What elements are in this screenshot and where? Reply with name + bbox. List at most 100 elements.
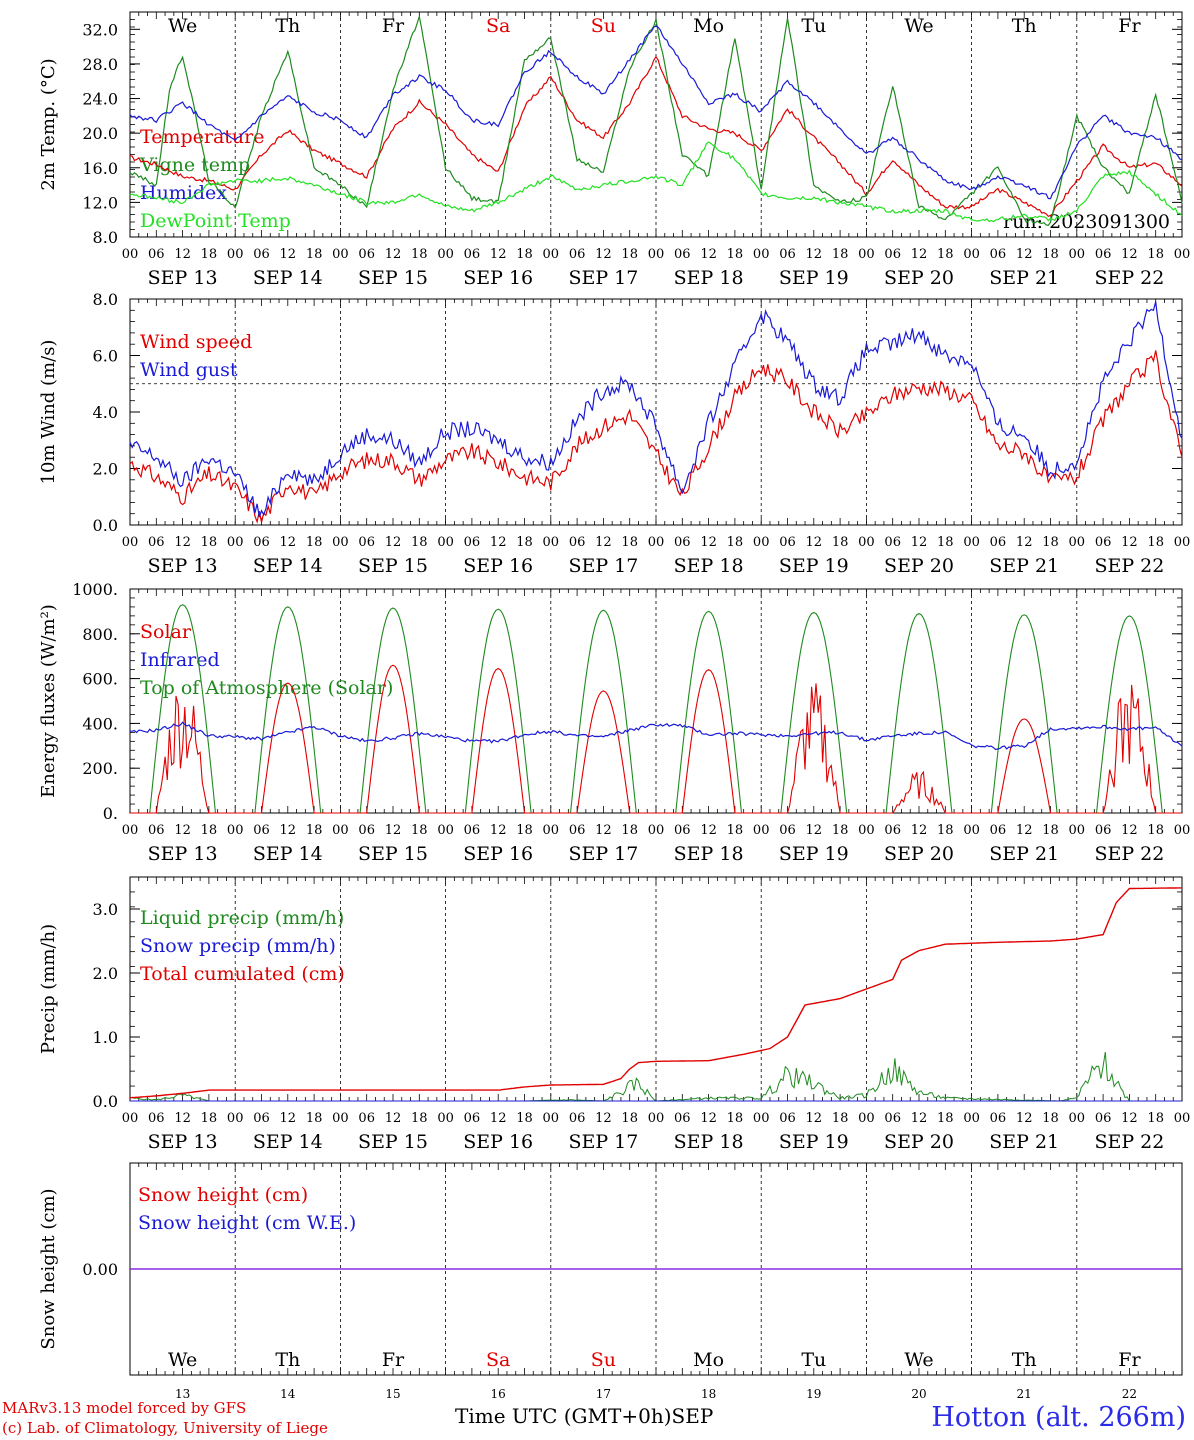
hour-tick-label: 00 [648,535,665,550]
hour-tick-label: 00 [332,823,349,838]
hour-tick-label: 00 [1069,1111,1086,1126]
date-label: SEP 20 [884,1131,954,1153]
date-label: SEP 19 [779,1131,849,1153]
legend-entry: DewPoint Temp [140,210,291,232]
hour-tick-label: 18 [306,1111,323,1126]
day-number: 19 [806,1387,821,1400]
date-label: SEP 15 [358,1131,428,1153]
day-name: Sa [486,15,510,37]
y-tick-label: 1.0 [93,1028,118,1047]
day-name: Su [591,15,616,37]
y-tick-label: 0.0 [93,516,118,535]
day-number: 16 [491,1387,506,1400]
hour-tick-label: 12 [700,823,717,838]
hour-tick-label: 12 [1121,823,1138,838]
hour-tick-label: 12 [700,535,717,550]
day-number: 13 [175,1387,190,1400]
hour-tick-label: 06 [779,1111,796,1126]
hour-tick-label: 12 [595,535,612,550]
hour-tick-label: 18 [832,535,849,550]
hour-tick-label: 00 [227,823,244,838]
hour-tick-label: 12 [1121,1111,1138,1126]
hour-tick-label: 00 [332,247,349,262]
hour-tick-label: 00 [227,247,244,262]
legend-entry: Total cumulated (cm) [140,963,345,985]
date-label: SEP 17 [568,843,638,865]
date-label: SEP 22 [1094,1131,1164,1153]
hour-tick-label: 12 [595,823,612,838]
hour-tick-label: 00 [122,247,139,262]
day-name: Th [1012,1349,1037,1371]
hour-tick-label: 12 [280,823,297,838]
hour-tick-label: 12 [911,1111,928,1126]
hour-tick-label: 06 [990,535,1007,550]
hour-tick-label: 12 [700,247,717,262]
time-label: Time UTC (GMT+0h) [455,1404,672,1428]
day-name: We [904,1349,933,1371]
hour-tick-label: 00 [963,823,980,838]
hour-tick-label: 18 [621,247,638,262]
day-name: Fr [382,1349,405,1371]
hour-tick-label: 12 [911,247,928,262]
legend-entry: Snow height (cm) [138,1184,308,1206]
date-label: SEP 17 [568,555,638,577]
date-label: SEP 20 [884,267,954,289]
hour-tick-label: 00 [753,535,770,550]
legend-entry: Wind speed [140,331,252,353]
date-label: SEP 21 [989,843,1059,865]
date-label: SEP 13 [148,843,218,865]
date-label: SEP 18 [674,555,744,577]
hour-tick-label: 12 [174,247,191,262]
hour-tick-label: 18 [306,823,323,838]
hour-tick-label: 00 [1069,247,1086,262]
hour-tick-label: 06 [358,823,375,838]
hour-tick-label: 18 [727,247,744,262]
date-label: SEP 13 [148,555,218,577]
y-tick-label: 28.0 [82,55,118,74]
date-label: SEP 16 [463,267,533,289]
date-label: SEP 21 [989,555,1059,577]
hour-tick-label: 12 [490,535,507,550]
hour-tick-label: 06 [253,535,270,550]
hour-tick-label: 06 [464,535,481,550]
legend-entry: Snow precip (mm/h) [140,935,336,957]
day-number: 15 [385,1387,400,1400]
hour-tick-label: 06 [674,823,691,838]
series-line-total-cumulated-cm- [129,887,1182,1099]
hour-tick-label: 06 [148,247,165,262]
meteogram-chart: 8.0 12.0 16.0 20.0 24.0 28.0 32.0 2m Temp. (°C)… [38,11,1190,1400]
hour-tick-label: 12 [385,535,402,550]
y-tick-label: 200. [82,759,118,778]
day-name: Tu [801,1349,826,1371]
hour-tick-label: 06 [674,247,691,262]
day-number: 21 [1017,1387,1032,1400]
y-axis-label: Precip (mm/h) [38,924,59,1054]
hour-tick-label: 06 [148,535,165,550]
hour-tick-label: 18 [1042,823,1059,838]
day-number: 18 [701,1387,716,1400]
hour-tick-label: 06 [464,247,481,262]
model-credit: MARv3.13 model forced by GFS [2,1399,247,1417]
hour-tick-label: 06 [358,1111,375,1126]
hour-tick-label: 06 [569,535,586,550]
hour-tick-label: 18 [1147,535,1164,550]
day-name: Sa [486,1349,510,1371]
date-label: SEP 15 [358,555,428,577]
hour-tick-label: 00 [437,247,454,262]
y-tick-label: 400. [82,714,118,733]
hour-tick-label: 00 [227,535,244,550]
hour-tick-label: 12 [1121,247,1138,262]
day-name: Fr [1118,15,1141,37]
hour-tick-label: 12 [911,823,928,838]
date-label: SEP 21 [989,267,1059,289]
hour-tick-label: 06 [569,823,586,838]
hour-tick-label: 00 [543,1111,560,1126]
hour-tick-label: 06 [884,823,901,838]
hour-tick-label: 12 [385,1111,402,1126]
hour-tick-label: 12 [806,247,823,262]
day-name: Fr [382,15,405,37]
day-name: We [168,1349,197,1371]
hour-tick-label: 00 [332,1111,349,1126]
hour-tick-label: 06 [990,823,1007,838]
legend-entry: Infrared [140,649,220,671]
